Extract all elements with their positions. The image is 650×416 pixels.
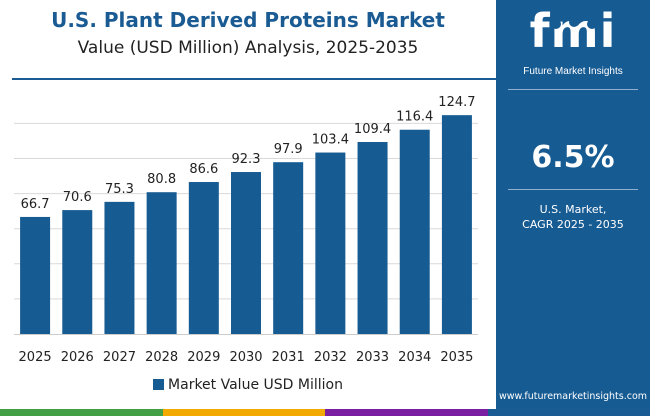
x-tick-labels: 2025 2026 2027 2028 2029 2030 2031 2032 2033 2034… [19,350,474,365]
logo-dot-icon [551,19,561,29]
legend-swatch [153,379,165,390]
x-tick-2026: 2026 [61,350,94,365]
value-label-2032: 103.4 [312,133,349,148]
logo-tagline: Future Market Insights [523,66,623,77]
value-label-2034: 116.4 [396,110,433,125]
cagr-label-period: CAGR 2025 - 2035 [522,218,624,231]
bar-2031 [273,162,304,334]
bar-2028 [146,192,177,334]
x-tick-2030: 2030 [229,350,262,365]
strip-segment [0,409,163,416]
fmi-logo: fmi Future Market Insights [496,4,650,80]
strip-segment [162,409,325,416]
website-link[interactable]: www.futuremarketinsights.com [498,391,648,402]
value-label-2030: 92.3 [232,152,261,167]
bars [20,115,472,334]
x-tick-2033: 2033 [356,350,389,365]
x-tick-2029: 2029 [187,350,220,365]
value-label-2027: 75.3 [105,182,134,197]
value-label-2029: 86.6 [189,162,218,177]
bar-2034 [399,129,430,334]
bar-2032 [315,152,346,334]
panel-divider-mid [508,189,638,190]
cagr-label-market: U.S. Market, [539,203,607,216]
bar-2035 [441,115,472,334]
value-label-2033: 109.4 [354,122,391,137]
x-tick-2025: 2025 [19,350,52,365]
panel-divider-top [508,89,638,90]
header-divider [12,78,496,80]
bar-2025 [20,216,51,334]
bar-2030 [231,172,261,334]
x-tick-2028: 2028 [145,350,178,365]
value-labels: 66.7 70.6 75.3 80.8 86.6 92.3 97.9 103.4 109.4 11… [21,95,476,212]
value-label-2028: 80.8 [147,172,176,187]
bar-2033 [357,142,388,334]
chart-title: U.S. Plant Derived Proteins Market [51,8,445,32]
value-label-2031: 97.9 [274,142,303,157]
chart-subtitle: Value (USD Million) Analysis, 2025-2035 [77,38,419,58]
logo-dot-icon [587,19,597,29]
legend: Market Value USD Million [0,377,496,393]
strip-segment [325,409,488,416]
legend-label: Market Value USD Million [168,377,343,393]
bar-2029 [188,182,219,334]
logo-wordmark: fmi [529,4,617,58]
value-label-2035: 124.7 [438,95,475,110]
x-tick-2035: 2035 [440,350,473,365]
bar-2027 [104,201,135,334]
side-panel: fmi Future Market Insights 6.5% U.S. Mar… [496,0,650,409]
value-label-2026: 70.6 [63,190,92,205]
logo-dot-icon [569,17,579,27]
x-tick-2031: 2031 [272,350,305,365]
cagr-value: 6.5% [531,140,615,175]
x-tick-2027: 2027 [103,350,136,365]
bottom-color-strip [0,409,650,416]
bar-2026 [62,210,93,334]
x-tick-2034: 2034 [398,350,431,365]
strip-segment [487,409,650,416]
logo-icons [551,17,597,29]
value-label-2025: 66.7 [21,197,50,212]
bar-chart: 66.7 70.6 75.3 80.8 86.6 92.3 97.9 103.4 109.4 11… [14,95,478,365]
x-tick-2032: 2032 [314,350,347,365]
